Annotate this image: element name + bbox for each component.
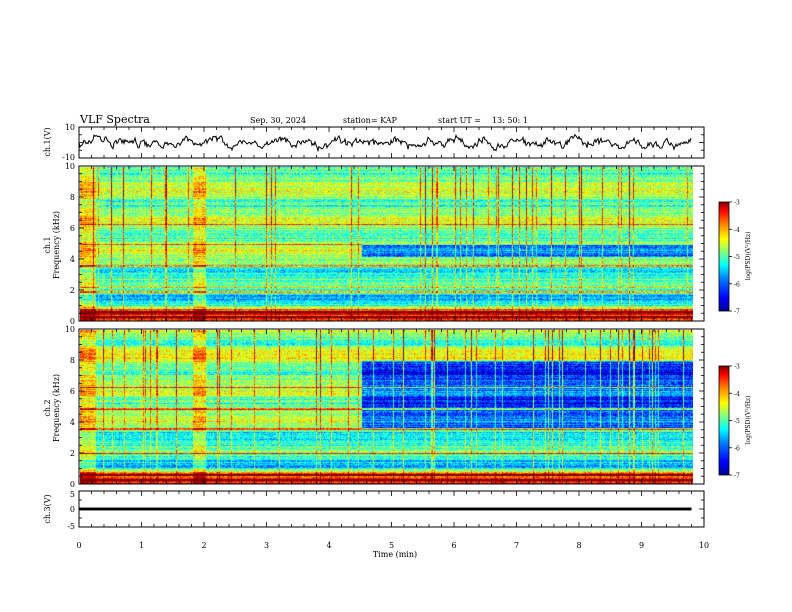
colorbar-ch2 [718,365,730,476]
waveform-ch1-ylabel: ch.1(V) [43,127,52,156]
waveform-ch1-panel: 10 -10 ch.1(V) [43,123,705,162]
spectrogram-ch1-ticks [78,165,705,322]
waveform-ch3-ytick-bottom: -5 [67,522,75,531]
x-tick-label: 6 [451,541,456,550]
x-tick-label: 4 [326,541,331,550]
spectrogram-ch1-ylabel-channel: ch.1 [43,236,52,253]
waveform-ch1-ytick-top: 10 [65,123,75,132]
y-tick-label: 4 [70,418,75,427]
spectrogram-ch2-ytick-labels: 0 2 4 6 8 10 [65,325,75,489]
x-tick-label: 9 [639,541,644,550]
colorbar-ch1-label: log(PSD)(V²/Hz) [745,232,752,281]
x-tick-label: 2 [201,541,206,550]
colorbar-tick-label: -3 [734,200,740,207]
colorbar-ch2-label: log(PSD)(V²/Hz) [745,396,752,445]
x-tick-label: 10 [699,541,709,550]
spectrogram-ch1-ytick-labels: 0 2 4 6 8 10 [65,162,75,326]
colorbar-tick-label: -5 [734,418,740,425]
y-tick-label: 6 [70,387,75,396]
x-tick-label: 5 [389,541,394,550]
spectrogram-ch2-image [80,330,693,484]
x-tick-label: 7 [514,541,519,550]
colorbar-tick-label: -7 [734,309,740,316]
x-tick-label: 3 [264,541,269,550]
start-time-prefix: start UT = [438,116,481,125]
y-tick-label: 2 [70,286,75,295]
figure-title: VLF Spectra [79,113,150,126]
y-tick-label: 0 [70,480,75,489]
y-tick-label: 10 [65,325,75,334]
waveform-ch3-ticks [78,490,705,528]
x-tick-label: 1 [139,541,144,550]
spectrogram-ch1-image [80,167,693,321]
y-tick-label: 8 [70,193,75,202]
x-tick-label: 8 [576,541,581,550]
colorbar-tick-label: -6 [734,445,740,452]
y-tick-label: 4 [70,255,75,264]
y-tick-label: 0 [70,317,75,326]
x-tick-label: 0 [76,541,81,550]
waveform-ch3-trace [79,507,692,511]
colorbar-tick-label: -6 [734,281,740,288]
colorbar-ch1-ticks: -3 -4 -5 -6 -7 [729,200,740,316]
spectrogram-ch2-ylabel-frequency: Frequency (kHz) [52,374,61,442]
spectrogram-ch2-ylabel-channel: ch.2 [43,399,52,416]
waveform-ch3-ytick-mid: 0 [70,505,75,514]
waveform-ch3-panel: 5 0 -5 ch.3(V) [43,490,705,531]
colorbar-tick-label: -4 [734,391,740,398]
y-tick-label: 8 [70,356,75,365]
date-label: Sep. 30, 2024 [250,116,306,125]
x-axis-label: Time (min) [373,550,417,559]
colorbar-ch2-ticks: -3 -4 -5 -6 -7 [729,364,740,480]
start-time-value: 13: 50: 1 [492,116,528,125]
colorbar-tick-label: -3 [734,364,740,371]
spectrogram-ch1-ylabel-frequency: Frequency (kHz) [52,211,61,279]
spectrogram-ch2-ticks [78,328,705,485]
waveform-ch3-ylabel: ch.3(V) [43,494,52,523]
waveform-ch1-trace [78,133,692,153]
waveform-ch1-ytick-bottom: -10 [62,153,75,162]
colorbar-tick-label: -7 [734,473,740,480]
y-tick-label: 2 [70,449,75,458]
colorbar-tick-label: -4 [734,227,740,234]
x-axis-tick-labels: 0 1 2 3 4 5 6 7 8 9 10 [76,541,709,550]
y-tick-label: 10 [65,162,75,171]
y-tick-label: 6 [70,224,75,233]
colorbar-ch1 [718,201,730,312]
waveform-ch1-ticks [78,126,705,159]
waveform-ch3-ytick-top: 5 [70,490,75,499]
station-label: station= KAP [343,116,398,125]
colorbar-tick-label: -5 [734,254,740,261]
